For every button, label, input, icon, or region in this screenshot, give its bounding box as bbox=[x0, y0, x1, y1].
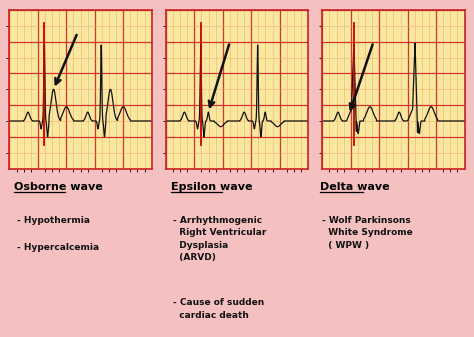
Text: - Wolf Parkinsons
  White Syndrome
  ( WPW ): - Wolf Parkinsons White Syndrome ( WPW ) bbox=[322, 216, 413, 250]
Text: - Cause of sudden
  cardiac death: - Cause of sudden cardiac death bbox=[173, 298, 264, 320]
Text: - Hypothermia: - Hypothermia bbox=[17, 216, 90, 225]
Text: - Hypercalcemia: - Hypercalcemia bbox=[17, 243, 99, 252]
Text: Epsilon wave: Epsilon wave bbox=[171, 182, 252, 192]
Text: Osborne wave: Osborne wave bbox=[14, 182, 103, 192]
Text: Delta wave: Delta wave bbox=[320, 182, 390, 192]
Text: - Arrhythmogenic
  Right Ventricular
  Dysplasia
  (ARVD): - Arrhythmogenic Right Ventricular Dyspl… bbox=[173, 216, 266, 262]
